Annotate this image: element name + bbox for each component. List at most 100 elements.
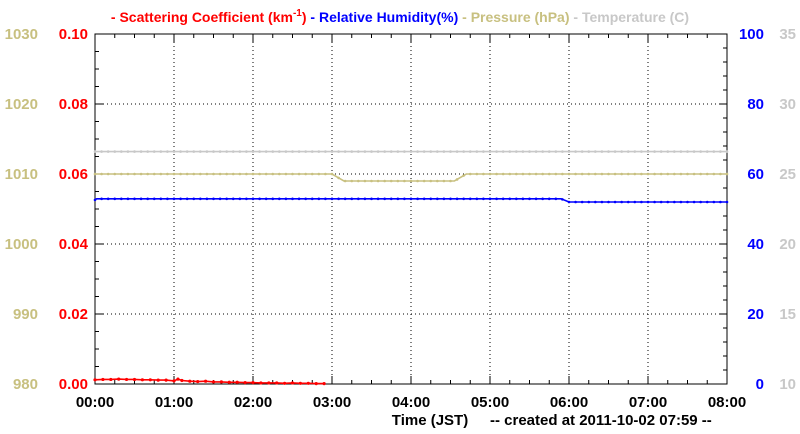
scattering-tick-label: 0.10 (59, 26, 88, 43)
data-point-pressure (422, 179, 426, 183)
data-point-humidity (666, 200, 670, 204)
data-point-pressure (528, 172, 531, 176)
legend-marker: - (111, 9, 120, 25)
data-point-pressure (343, 179, 347, 183)
humidity-tick-label: 40 (747, 236, 764, 253)
data-point-pressure (330, 172, 334, 176)
data-point-temperature (238, 150, 242, 153)
data-point-temperature (100, 150, 103, 153)
data-point-humidity (653, 200, 656, 204)
data-point-humidity (192, 197, 196, 201)
data-point-pressure (620, 172, 623, 176)
data-point-humidity (449, 197, 452, 201)
data-point-pressure (152, 172, 156, 176)
data-point-humidity (363, 197, 367, 201)
data-point-temperature (541, 150, 544, 153)
legend-superscript: -1 (293, 8, 302, 19)
data-point-pressure (278, 172, 281, 176)
humidity-tick-label: 20 (747, 306, 764, 323)
data-point-pressure (436, 179, 439, 183)
data-point-temperature (468, 150, 472, 153)
data-point-scattering (290, 381, 295, 385)
created-note: -- created at 2011-10-02 07:59 -- (490, 412, 712, 429)
legend-label: Pressure (hPa) (471, 9, 570, 25)
data-point-pressure (357, 179, 360, 183)
grid (95, 34, 727, 384)
data-point-temperature (436, 150, 439, 153)
data-point-humidity (692, 200, 696, 204)
data-point-humidity (620, 200, 623, 204)
data-point-temperature (561, 150, 564, 153)
data-point-pressure (699, 172, 702, 176)
pressure-tick-label: 1030 (5, 26, 38, 43)
data-point-humidity (587, 200, 591, 204)
data-point-temperature (357, 150, 360, 153)
data-point-temperature (528, 150, 531, 153)
data-point-humidity (422, 197, 426, 201)
data-point-humidity (442, 197, 446, 201)
data-point-temperature (580, 150, 584, 153)
data-point-temperature (640, 150, 643, 153)
data-point-pressure (416, 179, 419, 183)
humidity-tick-label: 0 (756, 376, 764, 393)
data-point-temperature (442, 150, 446, 153)
data-point-pressure (482, 172, 485, 176)
data-point-humidity (686, 200, 689, 204)
data-point-temperature (363, 150, 367, 153)
data-point-humidity (600, 200, 604, 204)
data-point-temperature (324, 150, 327, 153)
data-point-pressure (646, 172, 650, 176)
data-point-pressure (561, 172, 564, 176)
data-point-humidity (594, 200, 597, 204)
data-point-temperature (409, 150, 413, 153)
data-point-temperature (133, 150, 136, 153)
data-point-temperature (673, 150, 676, 153)
data-point-humidity (482, 197, 485, 201)
data-point-temperature (284, 150, 288, 153)
data-point-temperature (396, 150, 400, 153)
data-point-humidity (106, 197, 110, 201)
pressure-tick-label: 1020 (5, 96, 38, 113)
data-point-scattering (101, 377, 105, 382)
data-point-pressure (673, 172, 676, 176)
data-point-scattering (109, 377, 113, 382)
temperature-tick-label: 35 (779, 26, 796, 43)
data-point-humidity (659, 200, 663, 204)
data-point-temperature (317, 150, 321, 153)
data-point-temperature (139, 150, 143, 153)
data-point-pressure (554, 172, 558, 176)
x-tick-label: 03:00 (313, 394, 351, 411)
data-point-temperature (146, 150, 149, 153)
data-point-temperature (389, 150, 393, 153)
data-point-humidity (185, 197, 189, 201)
data-point-temperature (120, 150, 123, 153)
data-point-temperature (370, 150, 373, 153)
data-point-pressure (705, 172, 709, 176)
data-point-scattering (211, 380, 216, 384)
series-line-scattering (94, 378, 325, 385)
data-point-humidity (725, 200, 729, 204)
data-point-humidity (212, 197, 215, 201)
data-point-scattering (243, 381, 247, 385)
data-point-scattering (148, 378, 152, 382)
data-point-temperature (251, 150, 255, 153)
x-tick-label: 01:00 (155, 394, 193, 411)
data-point-temperature (159, 150, 163, 153)
data-point-scattering (140, 378, 144, 382)
legend-text: - Scattering Coefficient (km-1) - Relati… (111, 8, 689, 25)
data-point-temperature (106, 150, 110, 153)
data-point-pressure (284, 172, 288, 176)
data-point-temperature (699, 150, 702, 153)
data-point-pressure (120, 172, 123, 176)
data-point-humidity (100, 197, 103, 201)
scattering-tick-label: 0.06 (59, 166, 88, 183)
data-point-pressure (594, 172, 597, 176)
data-point-humidity (468, 197, 472, 201)
data-point-humidity (712, 200, 716, 204)
data-point-scattering (176, 377, 180, 381)
data-point-pressure (409, 179, 413, 183)
data-point-humidity (291, 197, 294, 201)
data-point-humidity (238, 197, 242, 201)
data-point-scattering (125, 377, 129, 382)
data-point-scattering (117, 377, 121, 381)
